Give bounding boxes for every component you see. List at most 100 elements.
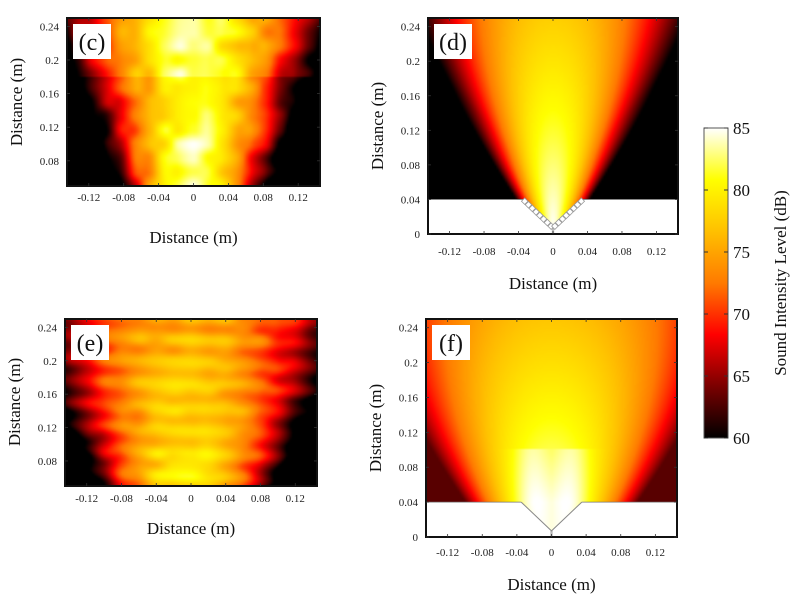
y-axis-label: Distance (m) [5, 358, 24, 446]
panel-label-box [432, 325, 470, 360]
x-tick-label: 0 [191, 192, 197, 204]
panel-label-box [71, 325, 109, 360]
y-tick-label: 0.24 [38, 322, 58, 334]
x-tick-label: 0.08 [612, 246, 632, 258]
transducer-element [569, 204, 578, 213]
panel-d: (d) -0.12 -0.08 -0.04 0 0.04 0.08 0.12 0.24 0.2 0.… [368, 17, 679, 293]
x-tick-label: 0 [188, 493, 194, 505]
x-tick-label: -0.04 [505, 547, 528, 559]
horn-outline [520, 501, 583, 532]
y-tick-label: 0.16 [401, 91, 421, 103]
transducer-element [566, 208, 574, 216]
x-tick-label: -0.04 [507, 246, 530, 258]
x-tick-label: -0.12 [438, 246, 461, 258]
x-tick-label: 0.04 [578, 246, 598, 258]
transducer-element [562, 211, 571, 220]
y-tick-label: 0.04 [399, 497, 419, 509]
transducer-element [524, 200, 533, 209]
panel-label-box [73, 24, 111, 59]
y-tick-label: 0.24 [40, 21, 60, 33]
panel-label: (e) [77, 331, 104, 357]
colorbar-tick-label: 80 [733, 181, 750, 200]
x-tick-label: -0.12 [436, 547, 459, 559]
x-tick-label: -0.12 [75, 493, 98, 505]
panel-label: (c) [79, 30, 106, 56]
y-tick-label: 0.16 [40, 89, 60, 101]
x-tick-label: -0.08 [112, 192, 135, 204]
y-axis-label: Distance (m) [368, 82, 387, 170]
y-tick-label: 0.2 [406, 56, 420, 68]
x-tick-label: -0.12 [77, 192, 100, 204]
y-tick-label: 0.04 [401, 194, 421, 206]
y-tick-label: 0.2 [43, 356, 57, 368]
transducer-element [551, 222, 559, 230]
y-axis-label: Distance (m) [366, 384, 385, 472]
x-axis-label: Distance (m) [509, 274, 597, 293]
y-tick-label: 0.16 [38, 389, 58, 401]
transducer-element [528, 204, 537, 213]
y-tick-label: 0 [413, 532, 419, 544]
x-tick-label: 0 [550, 246, 556, 258]
y-tick-label: 0 [415, 229, 421, 241]
panel-f: (f) -0.12 -0.08 -0.04 0 0.04 0.08 0.12 0.24 0.2 0.… [366, 318, 678, 594]
x-tick-label: 0.12 [646, 547, 665, 559]
x-tick-label: -0.08 [473, 246, 496, 258]
x-tick-label: 0.12 [289, 192, 308, 204]
y-tick-label: 0.08 [401, 160, 421, 172]
transducer-element [535, 211, 544, 220]
y-axis-label: Distance (m) [7, 58, 26, 146]
y-tick-label: 0.12 [40, 122, 59, 134]
y-tick-label: 0.12 [38, 423, 57, 435]
panel-c: (c) -0.12 -0.08 -0.04 0 0.04 0.08 0.12 0.24 0.2 0.… [7, 17, 321, 247]
colorbar-tick-label: 60 [733, 429, 750, 448]
x-tick-label: 0.04 [576, 547, 596, 559]
y-tick-label: 0.2 [45, 55, 59, 67]
panel-e: (e) -0.12 -0.08 -0.04 0 0.04 0.08 0.12 0.24 0.2 0.… [5, 318, 318, 538]
x-tick-label: -0.04 [147, 192, 170, 204]
transducer-stem [551, 227, 555, 234]
panel-label: (f) [439, 331, 463, 357]
colorbar-tick-label: 65 [733, 367, 750, 386]
x-tick-label: 0 [549, 547, 555, 559]
x-tick-label: 0.08 [254, 192, 274, 204]
transducer-element [554, 218, 563, 227]
y-tick-label: 0.08 [40, 156, 60, 168]
colorbar-tick-label: 70 [733, 305, 750, 324]
y-tick-label: 0.08 [38, 456, 58, 468]
transducer-element [577, 197, 586, 206]
y-tick-label: 0.2 [404, 358, 418, 370]
x-tick-label: 0.04 [219, 192, 239, 204]
colorbar-tick-label: 85 [733, 119, 750, 138]
transducer-element [558, 215, 567, 223]
transducer-housing [428, 199, 678, 234]
transducer-element [532, 208, 540, 216]
x-tick-label: 0.04 [216, 493, 236, 505]
transducer-stem [550, 530, 553, 537]
x-axis-label: Distance (m) [147, 519, 235, 538]
colorbar-gradient [703, 127, 729, 439]
x-tick-label: -0.08 [471, 547, 494, 559]
y-tick-label: 0.12 [399, 427, 418, 439]
colorbar-label: Sound Intensity Level (dB) [771, 190, 790, 376]
panel-label-box [434, 24, 472, 59]
x-axis-label: Distance (m) [507, 575, 595, 594]
y-tick-label: 0.24 [401, 22, 421, 34]
x-tick-label: -0.08 [110, 493, 133, 505]
transducer-housing [426, 502, 677, 537]
transducer-element [573, 200, 582, 209]
transducer-element [539, 215, 548, 223]
x-axis-label: Distance (m) [149, 228, 237, 247]
y-tick-label: 0.24 [399, 323, 419, 335]
y-tick-label: 0.16 [399, 392, 419, 404]
transducer-element [520, 197, 529, 206]
y-tick-label: 0.08 [399, 462, 419, 474]
x-tick-label: 0.12 [647, 246, 666, 258]
x-tick-label: -0.04 [145, 493, 168, 505]
panel-label: (d) [439, 30, 467, 56]
transducer-element [543, 218, 552, 227]
colorbar-tick-label: 75 [733, 243, 750, 262]
colorbar: 85 80 75 70 65 60 Sound Intensity Level (dB) [703, 119, 790, 448]
x-tick-label: 0.12 [286, 493, 305, 505]
y-tick-label: 0.12 [401, 125, 420, 137]
